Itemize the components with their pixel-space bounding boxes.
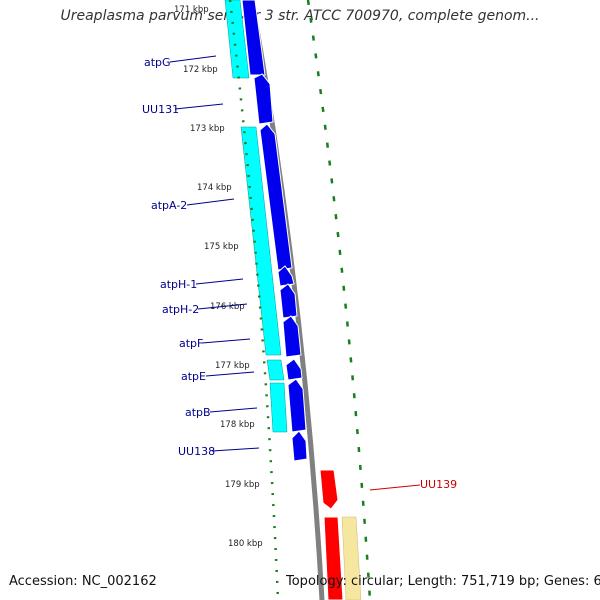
- gene-leader-line: [211, 447, 260, 452]
- tick-label: 172 kbp: [183, 65, 218, 75]
- tick-label: 171 kbp: [174, 5, 209, 15]
- gene-label-atph-1[interactable]: atpH-1: [160, 278, 197, 291]
- gene-leader-line: [195, 278, 244, 285]
- cds-forward-track: [241, 0, 308, 462]
- topology-text: Topology: circular; Length: 751,719 bp; …: [286, 574, 600, 589]
- label-layer: atpG UU131 atpA-2 atpH-1 atpH-2 atpF atpE atpB U…: [142, 55, 457, 491]
- accession-text: Accession: NC_002162: [9, 574, 157, 589]
- gene-label-uu138[interactable]: UU138: [178, 445, 215, 458]
- gene-leader-line: [205, 371, 255, 377]
- tick-layer: 171 kbp 172 kbp 173 kbp 174 kbp 175 kbp 176 k…: [174, 5, 263, 549]
- tick-label: 180 kbp: [228, 539, 263, 549]
- gene-leader-line: [169, 55, 217, 63]
- tick-label: 176 kbp: [210, 302, 245, 312]
- tick-label: 175 kbp: [204, 242, 239, 252]
- gene-leader-line: [209, 407, 258, 413]
- gene-label-atpb[interactable]: atpB: [185, 406, 211, 419]
- gene-label-atpe[interactable]: atpE: [181, 370, 206, 383]
- rna-forward-track: [224, 0, 288, 433]
- gene-leader-line: [174, 103, 224, 110]
- tick-label: 178 kbp: [220, 420, 255, 430]
- skew-dots-left: [228, 0, 280, 600]
- gene-label-atpf[interactable]: atpF: [179, 337, 203, 350]
- gene-leader-line: [201, 338, 251, 344]
- tick-label: 174 kbp: [197, 183, 232, 193]
- tick-label: 177 kbp: [215, 361, 250, 371]
- gene-leader-line: [369, 484, 421, 491]
- tick-label: 179 kbp: [225, 480, 260, 490]
- gene-label-uu139[interactable]: UU139: [420, 478, 457, 491]
- tick-label: 173 kbp: [190, 124, 225, 134]
- gene-label-atph-2[interactable]: atpH-2: [162, 303, 199, 316]
- gene-leader-line: [197, 303, 248, 310]
- gene-leader-line: [186, 198, 235, 206]
- gene-label-atpa-2[interactable]: atpA-2: [151, 199, 187, 212]
- gene-label-atpg[interactable]: atpG: [144, 56, 171, 69]
- rna-reverse-track: [341, 516, 362, 600]
- gene-label-uu131[interactable]: UU131: [142, 103, 179, 116]
- map-title: Ureaplasma parvum serovar 3 str. ATCC 70…: [60, 8, 540, 24]
- cds-reverse-track: [319, 469, 344, 600]
